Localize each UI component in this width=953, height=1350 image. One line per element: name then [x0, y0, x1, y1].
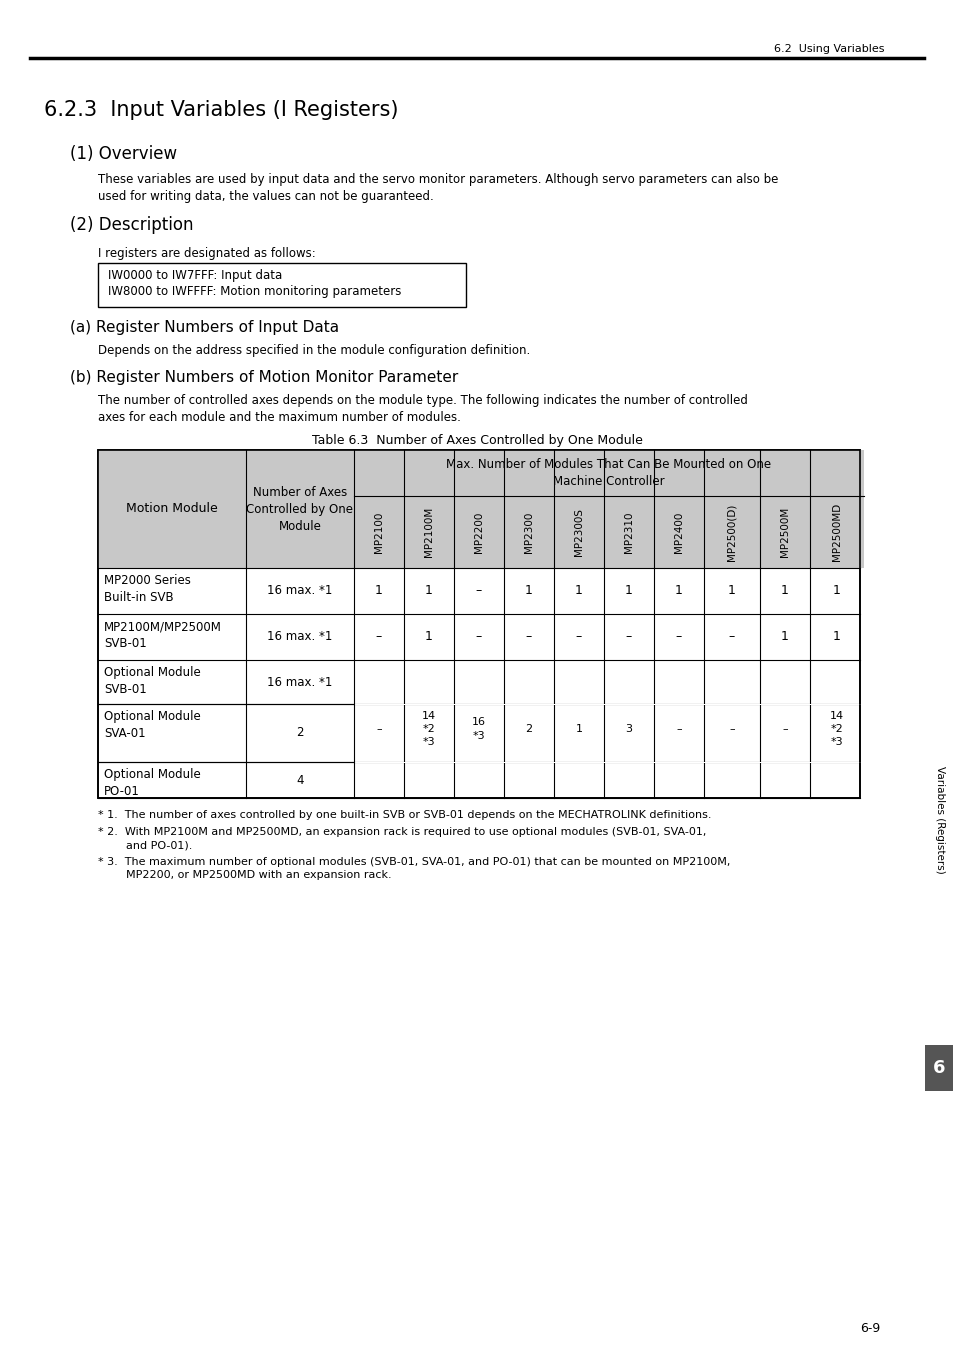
Text: –: –	[675, 630, 681, 644]
Text: IW8000 to IWFFFF: Motion monitoring parameters: IW8000 to IWFFFF: Motion monitoring para…	[108, 285, 401, 298]
Text: Optional Module
PO-01: Optional Module PO-01	[104, 768, 200, 798]
Text: 2: 2	[296, 726, 303, 740]
Text: (2) Description: (2) Description	[70, 216, 193, 234]
Text: 1: 1	[781, 585, 788, 598]
Text: I registers are designated as follows:: I registers are designated as follows:	[98, 247, 315, 261]
Text: (b) Register Numbers of Motion Monitor Parameter: (b) Register Numbers of Motion Monitor P…	[70, 370, 457, 385]
Text: * 2.  With MP2100M and MP2500MD, an expansion rack is required to use optional m: * 2. With MP2100M and MP2500MD, an expan…	[98, 828, 705, 850]
Text: (a) Register Numbers of Input Data: (a) Register Numbers of Input Data	[70, 320, 338, 335]
Bar	[98, 263, 465, 306]
Text: Number of Axes
Controlled by One
Module: Number of Axes Controlled by One Module	[246, 486, 354, 532]
Bar	[246, 450, 354, 568]
Bar	[354, 450, 863, 495]
Text: 6: 6	[932, 1058, 944, 1077]
Text: –: –	[576, 630, 581, 644]
Text: Depends on the address specified in the module configuration definition.: Depends on the address specified in the …	[98, 344, 530, 356]
Text: 4: 4	[296, 774, 303, 787]
Text: MP2300: MP2300	[523, 512, 534, 552]
Text: These variables are used by input data and the servo monitor parameters. Althoug: These variables are used by input data a…	[98, 173, 778, 202]
Text: MP2100M: MP2100M	[423, 506, 434, 558]
Text: The number of controlled axes depends on the module type. The following indicate: The number of controlled axes depends on…	[98, 394, 747, 424]
Text: Max. Number of Modules That Can Be Mounted on One
Machine Controller: Max. Number of Modules That Can Be Mount…	[446, 458, 771, 487]
Text: –: –	[728, 724, 734, 734]
Text: IW0000 to IW7FFF: Input data: IW0000 to IW7FFF: Input data	[108, 269, 282, 282]
Text: 16
*3: 16 *3	[472, 717, 485, 741]
Text: MP2100M/MP2500M
SVB-01: MP2100M/MP2500M SVB-01	[104, 620, 222, 649]
Bar	[354, 495, 863, 568]
Text: 16 max. *1: 16 max. *1	[267, 585, 333, 598]
Text: 1: 1	[675, 585, 682, 598]
Text: 1: 1	[832, 630, 840, 644]
Text: –: –	[676, 724, 681, 734]
Text: 1: 1	[425, 585, 433, 598]
Text: 1: 1	[524, 585, 533, 598]
Text: 1: 1	[832, 585, 840, 598]
Text: Table 6.3  Number of Axes Controlled by One Module: Table 6.3 Number of Axes Controlled by O…	[312, 433, 641, 447]
Text: 1: 1	[624, 585, 632, 598]
Text: (1) Overview: (1) Overview	[70, 144, 177, 163]
Text: 1: 1	[727, 585, 735, 598]
Text: MP2310: MP2310	[623, 512, 634, 552]
Bar	[354, 761, 863, 763]
Text: –: –	[781, 724, 787, 734]
Text: MP2000 Series
Built-in SVB: MP2000 Series Built-in SVB	[104, 574, 191, 603]
Bar	[924, 1045, 953, 1091]
Text: 1: 1	[425, 630, 433, 644]
Text: 2: 2	[525, 724, 532, 734]
Bar	[354, 703, 863, 705]
Text: –: –	[476, 630, 481, 644]
Text: Optional Module
SVA-01: Optional Module SVA-01	[104, 710, 200, 740]
Text: 3: 3	[625, 724, 632, 734]
Text: MP2200: MP2200	[474, 512, 483, 552]
Text: 1: 1	[375, 585, 382, 598]
Text: Motion Module: Motion Module	[126, 502, 217, 516]
Text: –: –	[375, 630, 382, 644]
Text: –: –	[525, 630, 532, 644]
Text: MP2400: MP2400	[673, 512, 683, 552]
Text: * 3.  The maximum number of optional modules (SVB-01, SVA-01, and PO-01) that ca: * 3. The maximum number of optional modu…	[98, 857, 730, 880]
Text: –: –	[728, 630, 735, 644]
Bar	[98, 450, 246, 568]
Text: * 1.  The number of axes controlled by one built-in SVB or SVB-01 depends on the: * 1. The number of axes controlled by on…	[98, 810, 711, 819]
Text: MP2100: MP2100	[374, 512, 384, 552]
Text: 6-9: 6-9	[859, 1322, 880, 1335]
Text: 14
*2
*3: 14 *2 *3	[829, 711, 843, 747]
Text: –: –	[476, 585, 481, 598]
Text: 6.2.3  Input Variables (I Registers): 6.2.3 Input Variables (I Registers)	[44, 100, 398, 120]
Text: Optional Module
SVB-01: Optional Module SVB-01	[104, 666, 200, 697]
Bar	[98, 450, 859, 798]
Text: 14
*2
*3: 14 *2 *3	[421, 711, 436, 747]
Bar	[98, 450, 859, 798]
Text: MP2500(D): MP2500(D)	[726, 504, 737, 560]
Text: MP2300S: MP2300S	[574, 508, 583, 556]
Text: 1: 1	[575, 724, 582, 734]
Text: 16 max. *1: 16 max. *1	[267, 630, 333, 644]
Text: 6.2  Using Variables: 6.2 Using Variables	[773, 45, 883, 54]
Text: 16 max. *1: 16 max. *1	[267, 675, 333, 688]
Text: 1: 1	[575, 585, 582, 598]
Text: Variables (Registers): Variables (Registers)	[934, 767, 944, 873]
Text: MP2500MD: MP2500MD	[831, 504, 841, 562]
Text: MP2500M: MP2500M	[780, 506, 789, 558]
Text: –: –	[625, 630, 632, 644]
Bar	[354, 660, 863, 798]
Text: –: –	[375, 724, 381, 734]
Text: 1: 1	[781, 630, 788, 644]
